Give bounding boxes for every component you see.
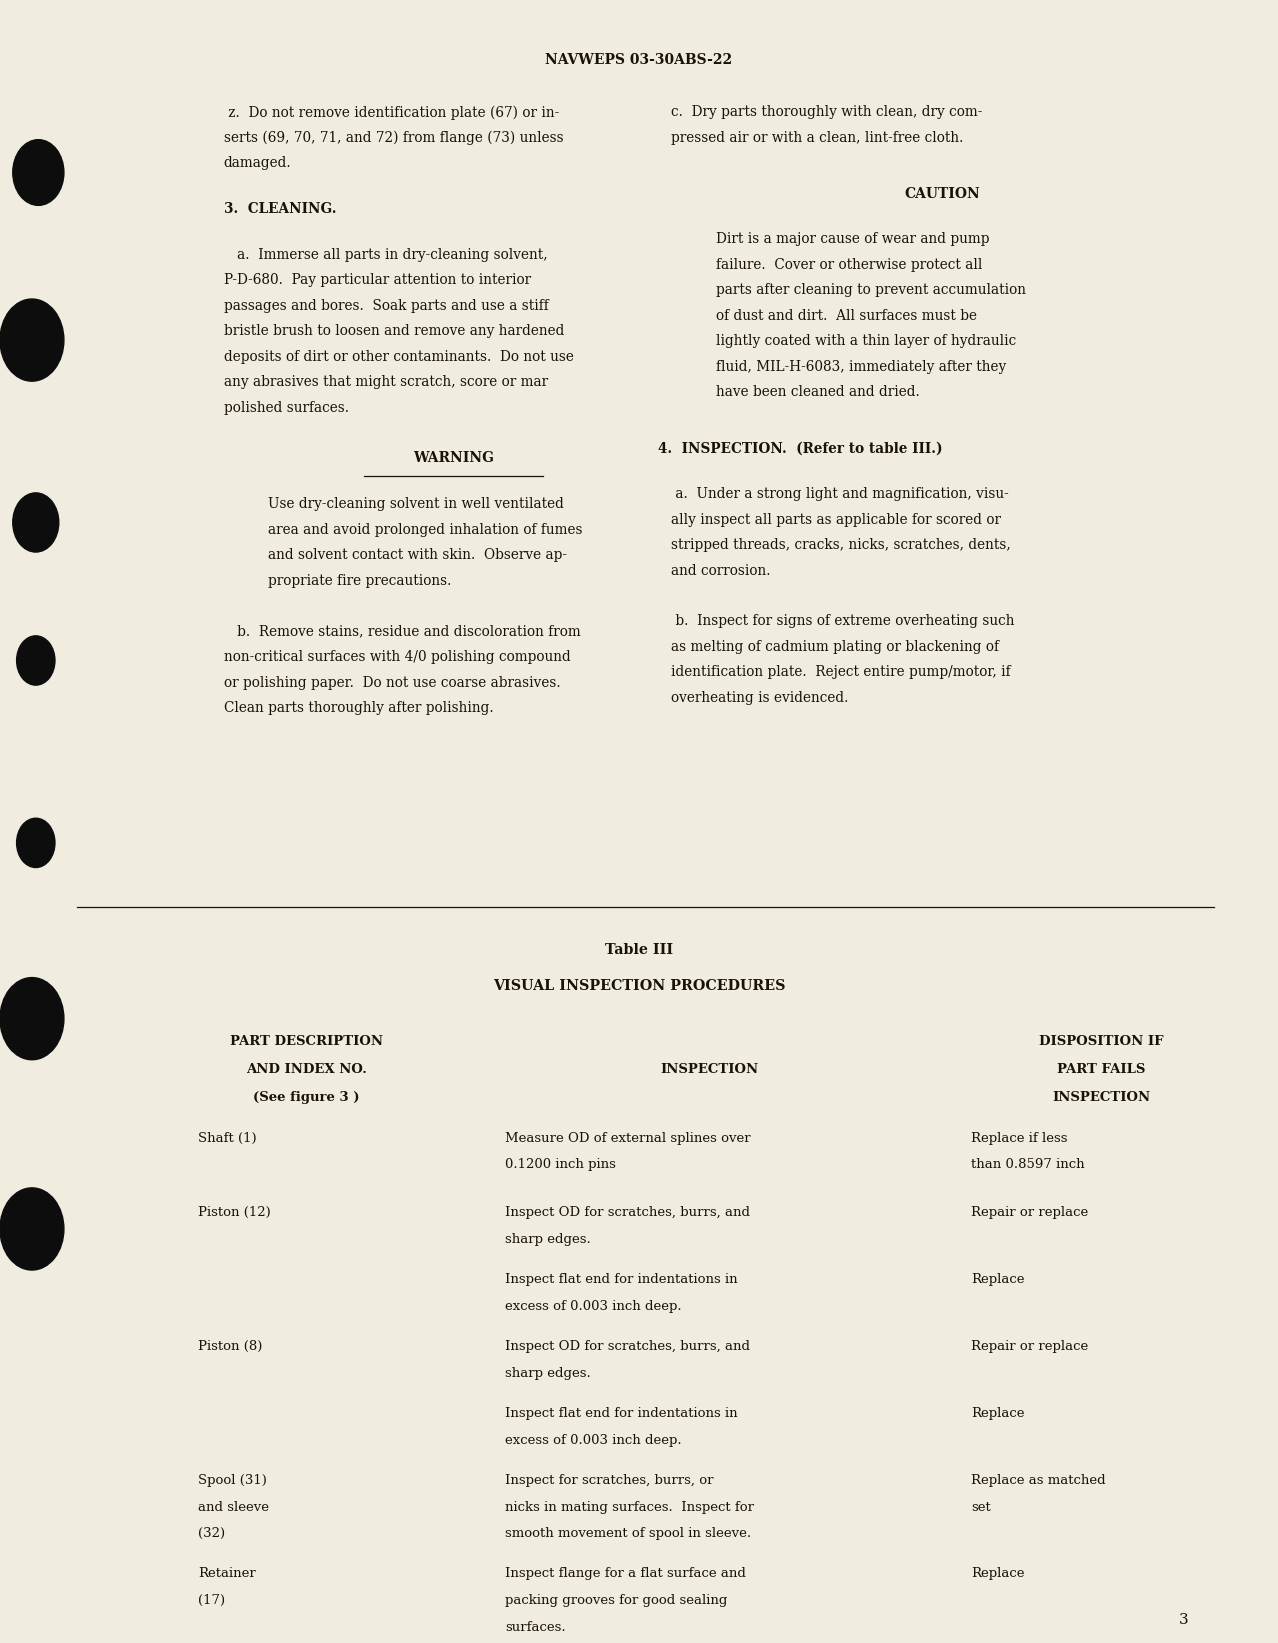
Circle shape	[13, 493, 59, 552]
Text: Spool (31): Spool (31)	[198, 1474, 267, 1487]
Text: AND INDEX NO.: AND INDEX NO.	[247, 1063, 367, 1076]
Text: excess of 0.003 inch deep.: excess of 0.003 inch deep.	[505, 1300, 681, 1313]
Text: parts after cleaning to prevent accumulation: parts after cleaning to prevent accumula…	[716, 283, 1026, 297]
Text: excess of 0.003 inch deep.: excess of 0.003 inch deep.	[505, 1434, 681, 1447]
Text: a.  Immerse all parts in dry-cleaning solvent,: a. Immerse all parts in dry-cleaning sol…	[224, 248, 547, 261]
Text: surfaces.: surfaces.	[505, 1622, 565, 1633]
Text: Inspect flat end for indentations in: Inspect flat end for indentations in	[505, 1406, 737, 1420]
Text: Replace: Replace	[971, 1567, 1025, 1581]
Text: smooth movement of spool in sleeve.: smooth movement of spool in sleeve.	[505, 1528, 751, 1539]
Text: sharp edges.: sharp edges.	[505, 1234, 590, 1245]
Text: packing grooves for good sealing: packing grooves for good sealing	[505, 1594, 727, 1607]
Text: as melting of cadmium plating or blackening of: as melting of cadmium plating or blacken…	[671, 639, 999, 654]
Text: and corrosion.: and corrosion.	[671, 564, 771, 578]
Circle shape	[17, 818, 55, 868]
Circle shape	[17, 636, 55, 685]
Text: Inspect OD for scratches, burrs, and: Inspect OD for scratches, burrs, and	[505, 1341, 750, 1354]
Text: b.  Remove stains, residue and discoloration from: b. Remove stains, residue and discolorat…	[224, 624, 580, 639]
Text: Retainer: Retainer	[198, 1567, 256, 1581]
Text: Replace: Replace	[971, 1273, 1025, 1286]
Text: area and avoid prolonged inhalation of fumes: area and avoid prolonged inhalation of f…	[268, 522, 583, 537]
Text: Use dry-cleaning solvent in well ventilated: Use dry-cleaning solvent in well ventila…	[268, 498, 565, 511]
Text: (See figure 3 ): (See figure 3 )	[253, 1091, 360, 1104]
Text: of dust and dirt.  All surfaces must be: of dust and dirt. All surfaces must be	[716, 309, 976, 324]
Text: Inspect for scratches, burrs, or: Inspect for scratches, burrs, or	[505, 1474, 713, 1487]
Text: Inspect flange for a flat surface and: Inspect flange for a flat surface and	[505, 1567, 745, 1581]
Text: deposits of dirt or other contaminants.  Do not use: deposits of dirt or other contaminants. …	[224, 350, 574, 363]
Circle shape	[0, 1188, 64, 1270]
Text: (17): (17)	[198, 1594, 225, 1607]
Text: 0.1200 inch pins: 0.1200 inch pins	[505, 1158, 616, 1171]
Text: and solvent contact with skin.  Observe ap-: and solvent contact with skin. Observe a…	[268, 549, 567, 562]
Text: damaged.: damaged.	[224, 156, 291, 171]
Text: Piston (12): Piston (12)	[198, 1206, 271, 1219]
Text: Replace as matched: Replace as matched	[971, 1474, 1105, 1487]
Text: Piston (8): Piston (8)	[198, 1341, 262, 1354]
Text: propriate fire precautions.: propriate fire precautions.	[268, 573, 451, 588]
Text: stripped threads, cracks, nicks, scratches, dents,: stripped threads, cracks, nicks, scratch…	[671, 537, 1011, 552]
Circle shape	[13, 140, 64, 205]
Text: have been cleaned and dried.: have been cleaned and dried.	[716, 384, 919, 399]
Text: set: set	[971, 1500, 990, 1513]
Text: Inspect OD for scratches, burrs, and: Inspect OD for scratches, burrs, and	[505, 1206, 750, 1219]
Text: DISPOSITION IF: DISPOSITION IF	[1039, 1035, 1164, 1048]
Text: Replace: Replace	[971, 1406, 1025, 1420]
Text: fluid, MIL-H-6083, immediately after they: fluid, MIL-H-6083, immediately after the…	[716, 360, 1006, 375]
Text: polished surfaces.: polished surfaces.	[224, 401, 349, 414]
Text: 4.  INSPECTION.  (Refer to table III.): 4. INSPECTION. (Refer to table III.)	[658, 442, 943, 455]
Text: lightly coated with a thin layer of hydraulic: lightly coated with a thin layer of hydr…	[716, 334, 1016, 348]
Text: INSPECTION: INSPECTION	[1053, 1091, 1150, 1104]
Text: Repair or replace: Repair or replace	[971, 1206, 1089, 1219]
Text: Replace if less: Replace if less	[971, 1132, 1068, 1145]
Text: 3: 3	[1178, 1613, 1189, 1628]
Text: serts (69, 70, 71, and 72) from flange (73) unless: serts (69, 70, 71, and 72) from flange (…	[224, 130, 564, 145]
Circle shape	[0, 978, 64, 1060]
Text: overheating is evidenced.: overheating is evidenced.	[671, 690, 849, 705]
Text: (32): (32)	[198, 1528, 225, 1539]
Text: and sleeve: and sleeve	[198, 1500, 270, 1513]
Text: P-D-680.  Pay particular attention to interior: P-D-680. Pay particular attention to int…	[224, 273, 530, 288]
Text: or polishing paper.  Do not use coarse abrasives.: or polishing paper. Do not use coarse ab…	[224, 675, 560, 690]
Text: Dirt is a major cause of wear and pump: Dirt is a major cause of wear and pump	[716, 232, 989, 246]
Text: pressed air or with a clean, lint-free cloth.: pressed air or with a clean, lint-free c…	[671, 130, 964, 145]
Text: Shaft (1): Shaft (1)	[198, 1132, 257, 1145]
Text: c.  Dry parts thoroughly with clean, dry com-: c. Dry parts thoroughly with clean, dry …	[671, 105, 983, 120]
Text: 3.  CLEANING.: 3. CLEANING.	[224, 202, 336, 215]
Text: Repair or replace: Repair or replace	[971, 1341, 1089, 1354]
Text: CAUTION: CAUTION	[905, 187, 980, 200]
Circle shape	[0, 299, 64, 381]
Text: Measure OD of external splines over: Measure OD of external splines over	[505, 1132, 750, 1145]
Text: VISUAL INSPECTION PROCEDURES: VISUAL INSPECTION PROCEDURES	[493, 979, 785, 992]
Text: z.  Do not remove identification plate (67) or in-: z. Do not remove identification plate (6…	[224, 105, 558, 120]
Text: bristle brush to loosen and remove any hardened: bristle brush to loosen and remove any h…	[224, 324, 564, 338]
Text: Table III: Table III	[604, 943, 674, 958]
Text: PART FAILS: PART FAILS	[1057, 1063, 1146, 1076]
Text: failure.  Cover or otherwise protect all: failure. Cover or otherwise protect all	[716, 258, 982, 273]
Text: Inspect flat end for indentations in: Inspect flat end for indentations in	[505, 1273, 737, 1286]
Text: WARNING: WARNING	[413, 452, 495, 465]
Text: a.  Under a strong light and magnification, visu-: a. Under a strong light and magnificatio…	[671, 486, 1008, 501]
Text: nicks in mating surfaces.  Inspect for: nicks in mating surfaces. Inspect for	[505, 1500, 754, 1513]
Text: non-critical surfaces with 4/0 polishing compound: non-critical surfaces with 4/0 polishing…	[224, 651, 570, 664]
Text: Clean parts thoroughly after polishing.: Clean parts thoroughly after polishing.	[224, 702, 493, 715]
Text: b.  Inspect for signs of extreme overheating such: b. Inspect for signs of extreme overheat…	[671, 614, 1015, 629]
Text: sharp edges.: sharp edges.	[505, 1367, 590, 1380]
Text: passages and bores.  Soak parts and use a stiff: passages and bores. Soak parts and use a…	[224, 299, 548, 312]
Text: INSPECTION: INSPECTION	[661, 1063, 758, 1076]
Text: ally inspect all parts as applicable for scored or: ally inspect all parts as applicable for…	[671, 513, 1001, 527]
Text: any abrasives that might scratch, score or mar: any abrasives that might scratch, score …	[224, 375, 548, 389]
Text: PART DESCRIPTION: PART DESCRIPTION	[230, 1035, 383, 1048]
Text: identification plate.  Reject entire pump/motor, if: identification plate. Reject entire pump…	[671, 665, 1011, 680]
Text: than 0.8597 inch: than 0.8597 inch	[971, 1158, 1085, 1171]
Text: NAVWEPS 03-30ABS-22: NAVWEPS 03-30ABS-22	[546, 53, 732, 67]
